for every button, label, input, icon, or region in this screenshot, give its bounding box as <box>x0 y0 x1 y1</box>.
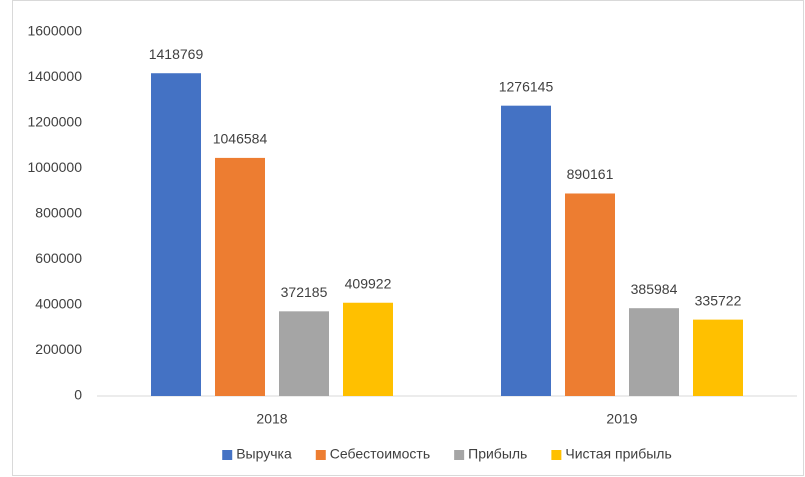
bar <box>343 302 393 396</box>
y-tick-label: 1600000 <box>27 23 82 39</box>
legend-swatch <box>551 450 562 460</box>
y-tick-label: 400000 <box>35 296 82 312</box>
y-tick-label: 200000 <box>35 341 82 357</box>
data-label: 385984 <box>631 281 678 297</box>
data-label: 1046584 <box>213 131 268 147</box>
y-tick-label: 1000000 <box>27 159 82 175</box>
bar <box>279 311 329 396</box>
legend-label: Выручка <box>236 446 292 462</box>
x-tick-label: 2018 <box>256 411 287 427</box>
legend-swatch <box>454 450 465 460</box>
legend-label: Себестоимость <box>330 446 430 462</box>
bar <box>565 193 615 396</box>
data-label: 1418769 <box>149 46 204 62</box>
legend-label: Прибыль <box>468 446 527 462</box>
y-tick-label: 0 <box>74 387 82 403</box>
legend-label: Чистая прибыль <box>565 446 671 462</box>
data-label: 890161 <box>567 166 614 182</box>
bar <box>629 308 679 396</box>
chart-border <box>12 0 804 476</box>
y-tick-label: 800000 <box>35 205 82 221</box>
bar <box>693 319 743 396</box>
legend-swatch <box>315 450 326 460</box>
data-label: 335722 <box>695 292 742 308</box>
data-label: 372185 <box>281 284 328 300</box>
legend-swatch <box>222 450 233 460</box>
bar <box>151 73 201 397</box>
y-tick-label: 1200000 <box>27 114 82 130</box>
bar <box>215 157 265 396</box>
y-tick-label: 1400000 <box>27 68 82 84</box>
y-tick-label: 600000 <box>35 250 82 266</box>
data-label: 1276145 <box>499 78 554 94</box>
bar <box>501 105 551 397</box>
data-label: 409922 <box>345 275 392 291</box>
x-tick-label: 2019 <box>606 411 637 427</box>
